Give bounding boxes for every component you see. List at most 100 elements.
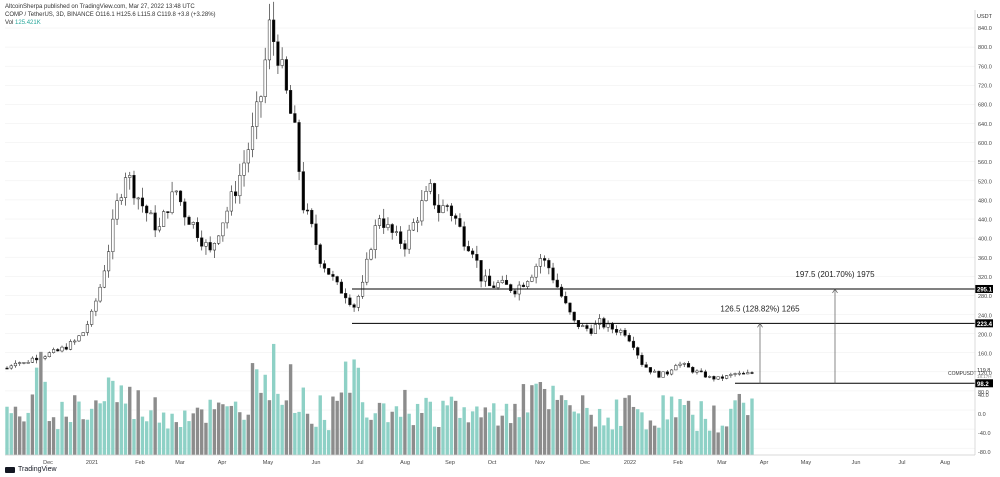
volume-bar	[555, 399, 559, 455]
volume-bar	[212, 409, 217, 455]
candle-down	[475, 254, 479, 261]
candle-down	[636, 347, 640, 356]
candle-down	[462, 226, 466, 247]
volume-bar	[538, 382, 543, 455]
volume-bar	[487, 412, 492, 455]
candle-up	[619, 329, 623, 333]
volume-bar	[225, 406, 229, 455]
candle-down	[5, 367, 9, 370]
candle-up	[500, 279, 504, 283]
volume-bar	[411, 425, 416, 455]
candle-up	[123, 177, 128, 198]
volume-bar	[356, 367, 361, 455]
volume-bar	[530, 385, 534, 455]
volume-bar	[229, 405, 234, 455]
candle-up	[517, 284, 521, 295]
candle-up	[68, 341, 73, 350]
candle-up	[26, 362, 30, 364]
candle-down	[564, 295, 568, 304]
x-tick-label: Dec	[580, 460, 590, 466]
candle-up	[9, 365, 13, 369]
volume-bar	[335, 400, 339, 455]
candle-down	[327, 268, 331, 275]
volume-bar	[682, 405, 686, 455]
candle-down	[234, 191, 238, 197]
candle-up	[530, 276, 534, 282]
candle-up	[115, 200, 119, 220]
y-tick-label: 80.0	[978, 390, 989, 396]
volume-bar	[513, 403, 517, 455]
candle-up	[238, 175, 242, 197]
candle-down	[568, 302, 572, 313]
volume-bar	[183, 410, 187, 455]
candle-down	[644, 364, 648, 368]
volume-bar	[441, 400, 445, 455]
volume-bar	[432, 426, 437, 455]
candle-up	[407, 229, 411, 250]
y-tick-label: 160.0	[978, 352, 992, 358]
volume-bar	[297, 411, 301, 455]
candle-down	[589, 328, 593, 334]
candle-up	[746, 372, 750, 375]
y-tick-label: 560.0	[978, 160, 992, 166]
candle-down	[657, 370, 661, 378]
volume-bar	[623, 397, 627, 455]
candle-up	[22, 362, 26, 364]
candle-down	[513, 290, 517, 295]
x-tick-label: Oct	[488, 460, 497, 466]
volume-bar	[293, 412, 297, 455]
candle-down	[187, 216, 191, 225]
volume-bar	[18, 416, 22, 455]
volume-bar	[271, 343, 276, 455]
volume-value: 125.421K	[15, 20, 41, 26]
volume-bar	[746, 415, 750, 455]
volume-bar	[200, 409, 204, 455]
volume-bar	[492, 403, 496, 455]
candle-up	[98, 286, 102, 302]
volume-bar	[470, 411, 475, 455]
volume-bar	[466, 422, 471, 455]
volume-bar	[517, 417, 521, 455]
candle-down	[301, 171, 305, 211]
x-tick-label: Feb	[135, 460, 144, 466]
candle-up	[598, 318, 602, 325]
candle-up	[653, 370, 657, 373]
volume-bar	[352, 359, 356, 455]
candle-down	[297, 122, 301, 172]
y-tick-label: 440.0	[978, 218, 992, 224]
volume-bar	[284, 400, 289, 455]
last-price-label: 119.8	[977, 368, 990, 374]
y-axis-unit: USDT	[977, 14, 993, 20]
candle-up	[670, 369, 674, 375]
candle-up	[716, 376, 720, 380]
volume-bar	[153, 397, 157, 455]
volume-bar	[246, 414, 250, 455]
volume-bar	[691, 414, 695, 455]
candle-up	[221, 222, 225, 237]
x-tick-label: Jun	[852, 460, 861, 466]
tradingview-brand[interactable]: TradingView	[5, 466, 57, 473]
candle-up	[162, 211, 166, 227]
volume-bar	[521, 384, 526, 455]
volume-bar	[30, 394, 35, 455]
candle-up	[52, 349, 56, 353]
volume-bar	[39, 351, 43, 455]
volume-bar	[280, 404, 284, 455]
candle-up	[441, 205, 445, 213]
candle-up	[263, 59, 267, 97]
volume-bar	[106, 377, 111, 455]
volume-bar	[81, 419, 85, 455]
candle-down	[547, 260, 551, 269]
y-tick-label: 680.0	[978, 103, 992, 109]
candle-up	[136, 197, 140, 200]
y-tick-label: 360.0	[978, 256, 992, 262]
candle-up	[242, 162, 246, 176]
y-tick-label: 40.0	[978, 393, 989, 399]
volume-bar	[170, 413, 174, 455]
volume-bar	[551, 385, 555, 455]
candle-down	[750, 372, 754, 374]
y-tick-label: 120.0	[978, 371, 992, 377]
volume-bar	[47, 421, 52, 455]
candle-down	[504, 279, 509, 285]
